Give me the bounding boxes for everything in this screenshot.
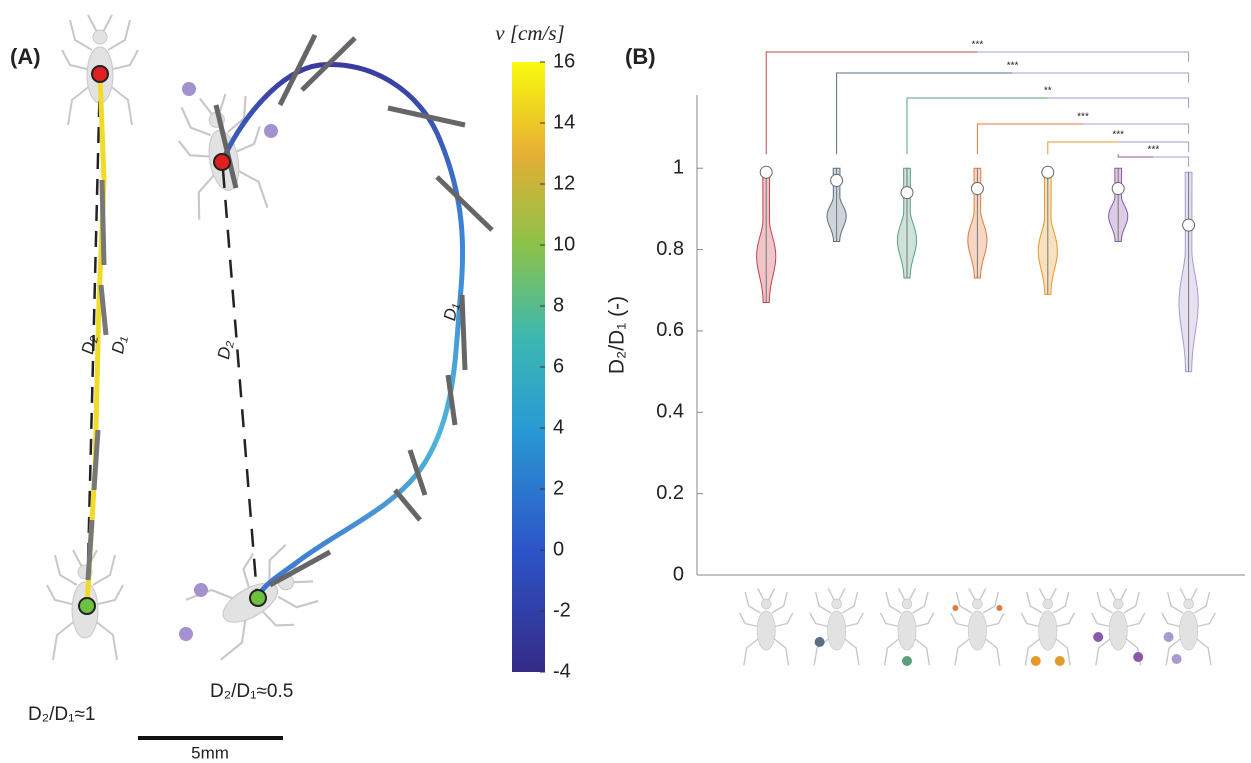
y-tick-label: 0.4 bbox=[656, 401, 684, 423]
median bbox=[830, 173, 844, 187]
insect-icon bbox=[1161, 587, 1216, 667]
insect-icon bbox=[809, 587, 864, 667]
insect-icon bbox=[738, 587, 794, 667]
end-point bbox=[78, 597, 96, 615]
leg-marker bbox=[1171, 654, 1182, 664]
significance-label: *** bbox=[1112, 130, 1124, 141]
colorbar-tick-label: -2 bbox=[553, 599, 571, 621]
insect-icon bbox=[879, 587, 935, 667]
bracket bbox=[1118, 141, 1190, 152]
bracket bbox=[906, 97, 1048, 155]
insect-icon bbox=[1020, 587, 1076, 667]
bracket bbox=[1153, 156, 1190, 167]
marker-dot bbox=[264, 124, 278, 138]
median bbox=[1111, 182, 1125, 196]
median bbox=[970, 182, 984, 196]
bracket bbox=[1047, 141, 1119, 155]
colorbar bbox=[512, 62, 545, 672]
y-tick-label: 0 bbox=[673, 563, 684, 585]
colorbar-tick-label: 2 bbox=[553, 477, 564, 499]
start-point bbox=[213, 153, 231, 171]
median bbox=[759, 165, 773, 179]
bracket bbox=[836, 72, 1013, 155]
colorbar-tick-label: 16 bbox=[553, 50, 575, 72]
leg-marker bbox=[952, 605, 959, 611]
bracket bbox=[1083, 123, 1190, 134]
colorbar-tick-label: -4 bbox=[553, 660, 571, 682]
leg-marker bbox=[814, 637, 825, 647]
y-axis-label: D₂/D₁ (-) bbox=[606, 296, 629, 374]
median bbox=[1041, 165, 1055, 179]
antenna-marks bbox=[85, 179, 109, 581]
panel-label: (B) bbox=[625, 44, 656, 69]
colorbar-tick-label: 10 bbox=[553, 233, 575, 255]
d1-label: D₁ bbox=[440, 301, 462, 322]
bracket bbox=[977, 51, 1190, 62]
d2-label: D₂ bbox=[78, 333, 100, 355]
leg-marker bbox=[1093, 632, 1104, 642]
significance-label: *** bbox=[1007, 61, 1019, 72]
y-tick-label: 1 bbox=[673, 157, 684, 179]
end-point bbox=[249, 589, 267, 607]
bracket bbox=[1047, 97, 1190, 108]
colorbar-tick-label: 6 bbox=[553, 355, 564, 377]
significance-label: *** bbox=[972, 40, 984, 51]
marker-dot bbox=[194, 583, 208, 597]
colorbar-tick-label: 4 bbox=[553, 416, 564, 438]
bracket bbox=[976, 123, 1083, 155]
colorbar-label: v [cm/s] bbox=[495, 21, 564, 45]
significance-label: *** bbox=[1077, 112, 1089, 123]
ratio-label: D₂/D₁≈0.5 bbox=[210, 681, 293, 702]
y-tick-label: 0.6 bbox=[656, 319, 684, 341]
d2-line bbox=[85, 74, 102, 606]
start-point bbox=[91, 65, 109, 83]
leg-marker bbox=[1133, 652, 1144, 662]
antenna-marks bbox=[213, 33, 494, 588]
trajectory bbox=[84, 74, 107, 606]
colorbar-tick-label: 14 bbox=[553, 111, 575, 133]
marker-dot bbox=[179, 627, 193, 641]
median bbox=[1182, 218, 1196, 232]
colorbar-tick-label: 12 bbox=[553, 172, 575, 194]
d2-label: D₂ bbox=[214, 338, 236, 360]
bracket bbox=[1012, 72, 1190, 83]
panel-label: (A) bbox=[10, 44, 41, 69]
colorbar-tick-label: 0 bbox=[553, 538, 564, 560]
marker-dot bbox=[182, 82, 196, 96]
leg-marker bbox=[1030, 656, 1041, 666]
leg-marker bbox=[902, 656, 912, 666]
d2-line bbox=[221, 169, 259, 596]
significance-label: *** bbox=[1148, 145, 1160, 156]
y-tick-label: 0.2 bbox=[656, 482, 684, 504]
y-tick-label: 0.8 bbox=[656, 238, 684, 260]
d1-label: D₁ bbox=[108, 334, 130, 355]
median bbox=[900, 186, 914, 200]
ratio-label: D₂/D₁≈1 bbox=[28, 704, 96, 725]
leg-marker bbox=[1163, 632, 1174, 642]
bracket bbox=[1117, 154, 1154, 158]
significance-label: ** bbox=[1044, 86, 1052, 97]
trajectory bbox=[219, 61, 466, 599]
insect-icon bbox=[950, 587, 1005, 667]
leg-marker bbox=[996, 605, 1003, 611]
scale-bar-label: 5mm bbox=[191, 743, 229, 762]
bracket bbox=[765, 51, 978, 155]
colorbar-tick-label: 8 bbox=[553, 294, 564, 316]
leg-marker bbox=[1054, 656, 1065, 666]
